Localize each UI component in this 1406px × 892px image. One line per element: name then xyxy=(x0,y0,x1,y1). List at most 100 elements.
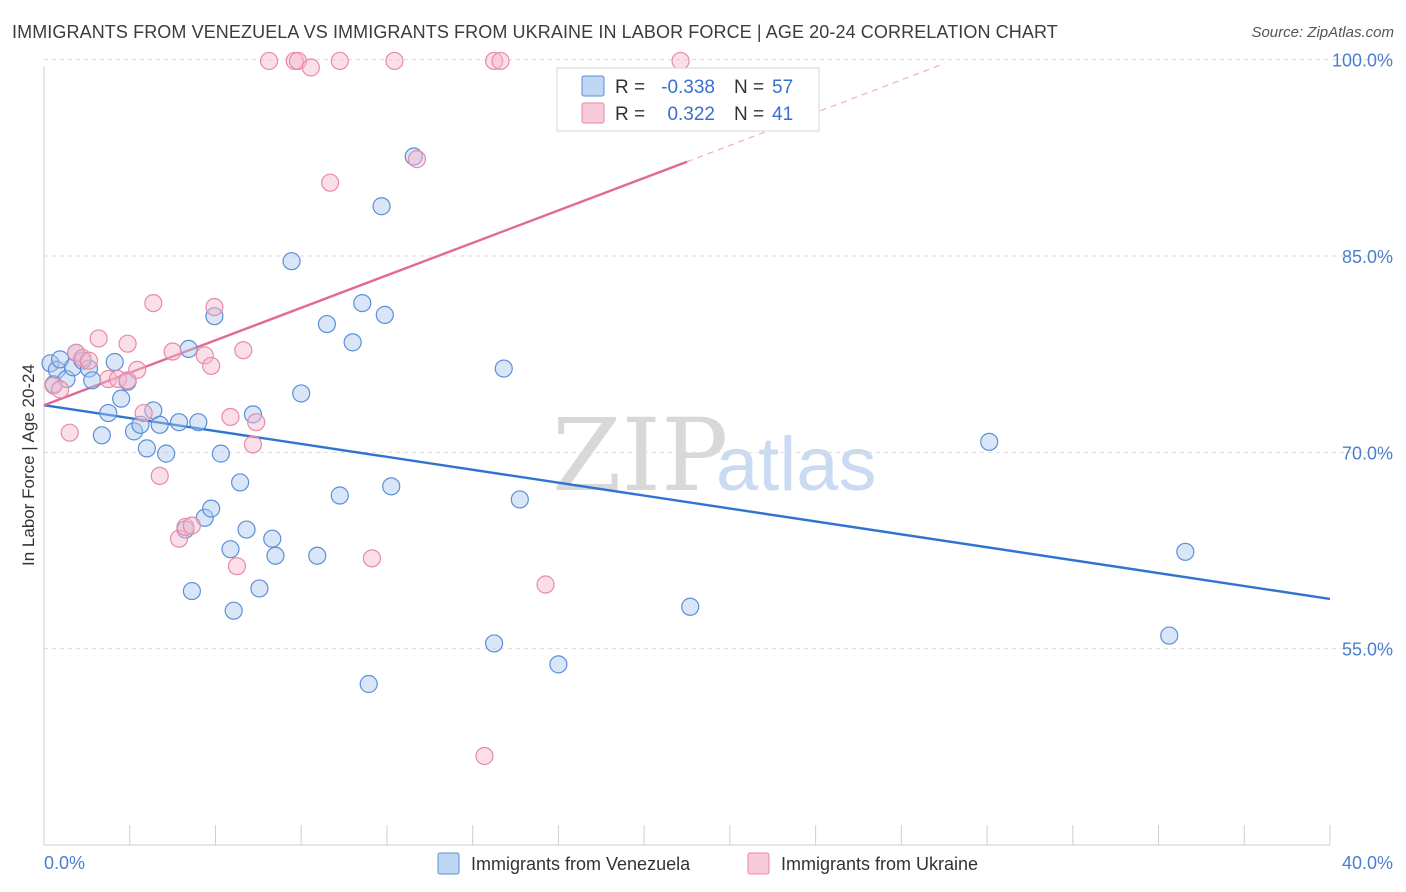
point-ukraine xyxy=(330,51,349,71)
watermark-atlas: atlas xyxy=(716,422,877,507)
point-ukraine xyxy=(202,356,221,376)
point-venezuela xyxy=(308,546,327,565)
y-tick-label: 55.0% xyxy=(1342,640,1393,660)
point-venezuela xyxy=(359,674,378,694)
point-venezuela xyxy=(266,546,285,565)
point-ukraine xyxy=(671,51,690,71)
point-venezuela xyxy=(92,426,111,445)
x-tick-label: 0.0% xyxy=(44,853,85,873)
point-ukraine xyxy=(221,407,240,427)
point-ukraine xyxy=(128,360,147,379)
series-legend-swatch-ukraine xyxy=(747,852,770,875)
point-venezuela xyxy=(41,354,60,373)
point-venezuela xyxy=(150,415,169,434)
correlation-legend: R = -0.338 N = 57 R = 0.322 N = 41 xyxy=(556,67,820,132)
point-venezuela xyxy=(372,197,391,216)
point-venezuela xyxy=(510,490,529,509)
legend-n-value-ukraine: 41 xyxy=(772,104,793,125)
x-tick-label: 40.0% xyxy=(1342,853,1393,873)
point-ukraine xyxy=(50,380,70,399)
point-venezuela xyxy=(494,359,513,378)
point-venezuela xyxy=(179,339,198,359)
point-ukraine xyxy=(134,403,153,423)
legend-r-label-ukraine: R = xyxy=(615,104,645,125)
point-venezuela xyxy=(83,371,102,390)
point-ukraine xyxy=(385,51,404,71)
point-venezuela xyxy=(63,358,83,377)
point-ukraine xyxy=(321,173,340,192)
point-ukraine xyxy=(108,369,128,389)
point-ukraine xyxy=(99,369,118,389)
point-ukraine xyxy=(485,51,504,71)
legend-n-label-ukraine: N = xyxy=(734,104,764,125)
point-venezuela xyxy=(99,403,118,423)
point-ukraine xyxy=(234,341,253,360)
point-ukraine xyxy=(407,150,427,169)
legend-r-label-venezuela: R = xyxy=(615,77,645,98)
point-ukraine xyxy=(89,329,108,348)
point-venezuela xyxy=(343,333,362,352)
point-venezuela xyxy=(182,581,201,601)
axes xyxy=(43,66,1331,846)
y-axis-label: In Labor Force | Age 20-24 xyxy=(19,364,38,566)
trendline-ukraine xyxy=(43,160,688,407)
source-credit: Source: ZipAtlas.com xyxy=(1251,24,1394,41)
point-ukraine xyxy=(491,51,510,71)
point-venezuela xyxy=(205,307,224,326)
series-legend-swatch-venezuela xyxy=(437,852,460,875)
point-venezuela xyxy=(375,305,394,324)
point-venezuela xyxy=(189,413,208,432)
point-venezuela xyxy=(250,579,269,598)
legend-r-value-ukraine: 0.322 xyxy=(667,104,715,125)
point-ukraine xyxy=(195,346,214,365)
data-points xyxy=(41,51,1195,766)
point-venezuela xyxy=(105,352,124,372)
point-venezuela xyxy=(112,389,131,408)
legend-r-value-venezuela: -0.338 xyxy=(661,77,715,98)
point-venezuela xyxy=(224,601,243,620)
point-venezuela xyxy=(124,422,144,441)
point-ukraine xyxy=(169,529,189,548)
point-venezuela xyxy=(353,293,372,313)
point-venezuela xyxy=(681,597,700,616)
point-ukraine xyxy=(60,423,79,442)
chart-title: IMMIGRANTS FROM VENEZUELA VS IMMIGRANTS … xyxy=(12,22,1058,42)
point-venezuela xyxy=(263,529,282,548)
point-venezuela xyxy=(211,444,230,463)
point-ukraine xyxy=(144,293,163,313)
point-venezuela xyxy=(237,520,256,539)
point-venezuela xyxy=(1160,626,1179,645)
point-ukraine xyxy=(150,466,169,485)
legend-n-value-venezuela: 57 xyxy=(772,77,793,98)
y-tick-label: 70.0% xyxy=(1342,443,1393,463)
point-ukraine xyxy=(79,351,99,370)
point-ukraine xyxy=(243,435,263,454)
point-venezuela xyxy=(231,473,250,492)
point-venezuela xyxy=(169,413,189,432)
point-ukraine xyxy=(247,413,266,432)
point-venezuela xyxy=(1176,542,1195,561)
point-venezuela xyxy=(404,147,423,166)
point-ukraine xyxy=(176,517,195,537)
y-tick-label: 100.0% xyxy=(1332,51,1393,71)
point-venezuela xyxy=(202,499,221,518)
point-venezuela xyxy=(980,432,999,451)
point-venezuela xyxy=(137,439,156,458)
point-venezuela xyxy=(131,415,150,434)
point-ukraine xyxy=(163,342,182,361)
point-venezuela xyxy=(157,444,176,463)
legend-n-label-venezuela: N = xyxy=(734,77,764,98)
point-ukraine xyxy=(259,51,279,71)
series-legend-label-ukraine: Immigrants from Ukraine xyxy=(781,854,978,874)
trend-lines xyxy=(43,63,1331,601)
point-venezuela xyxy=(330,486,349,505)
point-venezuela xyxy=(292,384,311,403)
point-venezuela xyxy=(317,314,337,334)
point-ukraine xyxy=(227,557,246,576)
series-legend: Immigrants from Venezuela Immigrants fro… xyxy=(437,852,978,875)
point-ukraine xyxy=(118,334,137,353)
legend-swatch-venezuela xyxy=(581,75,605,97)
point-venezuela xyxy=(549,655,568,674)
point-ukraine xyxy=(362,549,382,568)
